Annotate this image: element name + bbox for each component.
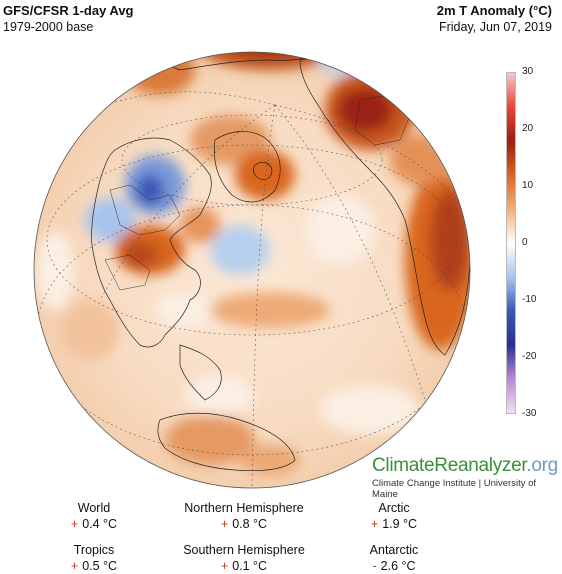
stat-label: Antarctic (369, 543, 419, 557)
baseline-label: 1979-2000 base (3, 20, 94, 34)
brand-logo-text[interactable]: ClimateReanalyzer.org (372, 455, 562, 477)
color-scale-labels: 30 20 10 0 -10 -20 -30 (522, 66, 562, 419)
scale-label: 20 (522, 123, 534, 134)
stat-world: World +0.4 °C (14, 500, 174, 532)
stat-sign: - (372, 559, 377, 573)
stat-value-row: +0.1 °C (164, 558, 324, 574)
stat-label: Southern Hemisphere (183, 543, 305, 557)
stat-value-row: +0.8 °C (164, 516, 324, 532)
scale-label: 10 (522, 180, 534, 191)
stat-arctic: Arctic +1.9 °C (314, 500, 474, 532)
stat-sign: + (220, 517, 229, 531)
anomaly-field (34, 52, 470, 488)
stat-value-row: +0.5 °C (14, 558, 174, 574)
brand-tld: .org (526, 455, 558, 476)
stat-antarctic: Antarctic -2.6 °C (314, 542, 474, 574)
map-title: GFS/CFSR 1-day Avg (3, 3, 134, 18)
stat-value: 1.9 °C (382, 517, 418, 531)
stat-label: Arctic (378, 501, 410, 515)
stat-tropics: Tropics +0.5 °C (14, 542, 174, 574)
scale-label: -20 (522, 351, 537, 362)
stat-label: World (77, 501, 111, 515)
color-scale-bar (506, 72, 516, 414)
stat-value: 0.1 °C (232, 559, 268, 573)
stat-value-row: +0.4 °C (14, 516, 174, 532)
header-right: 2m T Anomaly (°C) Friday, Jun 07, 2019 (437, 3, 552, 35)
stat-label: Tropics (73, 543, 115, 557)
stat-value-row: -2.6 °C (314, 558, 474, 574)
stat-value: 0.8 °C (232, 517, 268, 531)
scale-label: 0 (522, 237, 528, 248)
header-left: GFS/CFSR 1-day Avg 1979-2000 base (3, 3, 134, 35)
stat-label: Northern Hemisphere (184, 501, 304, 515)
brand-name: ClimateReanalyzer (372, 455, 527, 476)
stat-sign: + (370, 517, 379, 531)
stat-value: 0.5 °C (82, 559, 118, 573)
stat-sign: + (220, 559, 229, 573)
stats-panel: World +0.4 °C Northern Hemisphere +0.8 °… (0, 498, 562, 573)
stat-northern-hemisphere: Northern Hemisphere +0.8 °C (164, 500, 324, 532)
stat-value: 0.4 °C (82, 517, 118, 531)
globe-outline (33, 51, 471, 489)
stat-southern-hemisphere: Southern Hemisphere +0.1 °C (164, 542, 324, 574)
scale-label: -10 (522, 294, 537, 305)
branding: ClimateReanalyzer.org Climate Change Ins… (372, 455, 562, 500)
institute-label: Climate Change Institute | University of… (372, 478, 537, 500)
stat-value-row: +1.9 °C (314, 516, 474, 532)
scale-label: 30 (522, 66, 534, 77)
stat-value: 2.6 °C (380, 559, 416, 573)
stat-sign: + (70, 559, 79, 573)
stat-sign: + (70, 517, 79, 531)
scale-label: -30 (522, 408, 537, 419)
date-label: Friday, Jun 07, 2019 (438, 20, 552, 34)
variable-title: 2m T Anomaly (°C) (436, 3, 552, 18)
